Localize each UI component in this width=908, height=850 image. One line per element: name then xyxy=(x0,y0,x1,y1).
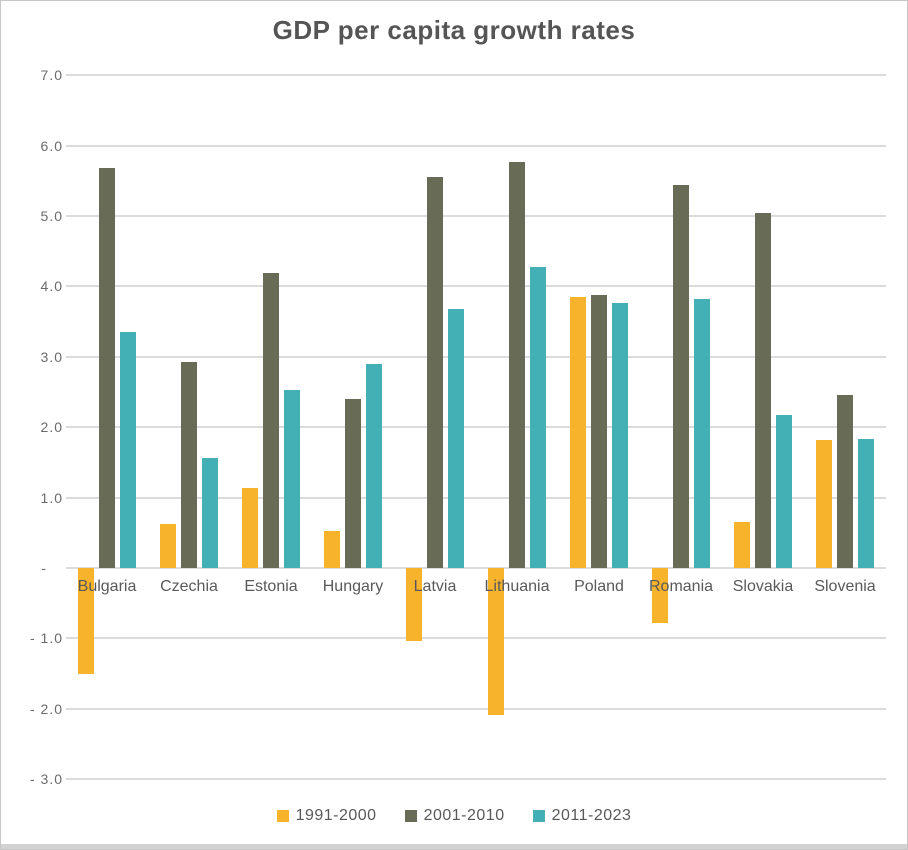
chart-legend: 1991-2000 2001-2010 2011-2023 xyxy=(1,807,907,825)
bar-latvia-1991-2000 xyxy=(406,568,422,642)
gridline-y-4 xyxy=(66,285,886,288)
bar-hungary-2001-2010 xyxy=(345,399,361,568)
gridline-y-0 xyxy=(66,567,886,569)
x-axis-label-estonia: Estonia xyxy=(244,578,298,595)
bar-latvia-2001-2010 xyxy=(427,176,443,568)
bar-slovakia-1991-2000 xyxy=(734,521,750,568)
bar-lithuania-2011-2023 xyxy=(530,267,546,568)
y-axis-tick-label: 1.0 xyxy=(40,489,63,506)
gridline-y-5 xyxy=(66,215,886,217)
bar-slovakia-2011-2023 xyxy=(776,415,792,568)
gridline-y-2 xyxy=(66,426,886,429)
bar-romania-1991-2000 xyxy=(652,568,668,623)
bar-slovenia-2001-2010 xyxy=(837,394,853,568)
x-axis-label-hungary: Hungary xyxy=(322,578,384,595)
gridline-y--1 xyxy=(66,637,886,640)
x-axis-label-slovenia: Slovenia xyxy=(814,578,876,595)
bar-estonia-1991-2000 xyxy=(242,488,258,568)
gridline-y-7 xyxy=(66,74,886,77)
bar-estonia-2001-2010 xyxy=(263,273,279,568)
x-axis-label-slovakia: Slovakia xyxy=(732,578,794,595)
x-axis-label-bulgaria: Bulgaria xyxy=(77,578,137,595)
bar-czechia-2001-2010 xyxy=(181,361,197,568)
legend-swatch-2011-2023 xyxy=(532,810,545,822)
bar-poland-1991-2000 xyxy=(570,296,586,568)
legend-label-2001-2010: 2001-2010 xyxy=(423,807,505,824)
gridline-y-6 xyxy=(66,144,886,147)
bar-slovakia-2001-2010 xyxy=(755,213,771,568)
y-axis-tick-label: 2.0 xyxy=(40,419,63,436)
chart-title: GDP per capita growth rates xyxy=(272,15,636,45)
bar-slovenia-1991-2000 xyxy=(816,439,832,568)
legend-swatch-2001-2010 xyxy=(404,810,417,822)
y-axis-tick-label: 3.0 xyxy=(40,348,63,365)
bar-czechia-1991-2000 xyxy=(160,523,176,568)
legend-label-2011-2023: 2011-2023 xyxy=(551,807,632,824)
bottom-border xyxy=(1,844,907,849)
y-axis-tick-label: 6.0 xyxy=(40,137,63,154)
legend-item-2011-2023: 2011-2023 xyxy=(532,807,632,825)
y-axis-tick-label: 4.0 xyxy=(40,278,63,295)
bar-bulgaria-2011-2023 xyxy=(120,332,136,568)
legend-swatch-1991-2000 xyxy=(276,810,289,822)
bar-latvia-2011-2023 xyxy=(448,308,464,568)
gridline-y--2 xyxy=(66,707,886,710)
bar-lithuania-1991-2000 xyxy=(488,568,504,716)
y-axis-tick-label: - 3.0 xyxy=(29,771,63,788)
legend-item-1991-2000: 1991-2000 xyxy=(276,807,377,825)
y-axis-tick-label: - 2.0 xyxy=(29,700,63,717)
y-axis-tick-label: 7.0 xyxy=(40,67,63,84)
gridline-y--3 xyxy=(66,778,886,781)
x-axis-label-poland: Poland xyxy=(574,578,624,595)
bar-poland-2001-2010 xyxy=(591,294,607,568)
x-axis-label-czechia: Czechia xyxy=(160,578,218,595)
bar-slovenia-2011-2023 xyxy=(858,439,874,568)
y-axis-tick-label: - 1.0 xyxy=(29,630,63,647)
bar-romania-2001-2010 xyxy=(673,185,689,568)
y-axis-tick-label: - xyxy=(41,560,47,576)
bar-bulgaria-1991-2000 xyxy=(78,568,94,675)
bar-romania-2011-2023 xyxy=(694,299,710,568)
x-axis-label-romania: Romania xyxy=(648,578,714,595)
x-axis-label-latvia: Latvia xyxy=(413,578,457,595)
bar-bulgaria-2001-2010 xyxy=(99,168,115,568)
gridline-y-1 xyxy=(66,496,886,499)
legend-label-1991-2000: 1991-2000 xyxy=(295,807,377,824)
bar-estonia-2011-2023 xyxy=(284,389,300,568)
bar-poland-2011-2023 xyxy=(612,302,628,568)
bar-hungary-2011-2023 xyxy=(366,363,382,568)
bar-lithuania-2001-2010 xyxy=(509,162,525,568)
gridline-y-3 xyxy=(66,355,886,358)
y-axis-tick-label: 5.0 xyxy=(40,208,63,224)
x-axis-label-lithuania: Lithuania xyxy=(484,578,550,595)
legend-item-2001-2010: 2001-2010 xyxy=(404,807,505,825)
bar-czechia-2011-2023 xyxy=(202,458,218,568)
bar-hungary-1991-2000 xyxy=(324,531,340,568)
